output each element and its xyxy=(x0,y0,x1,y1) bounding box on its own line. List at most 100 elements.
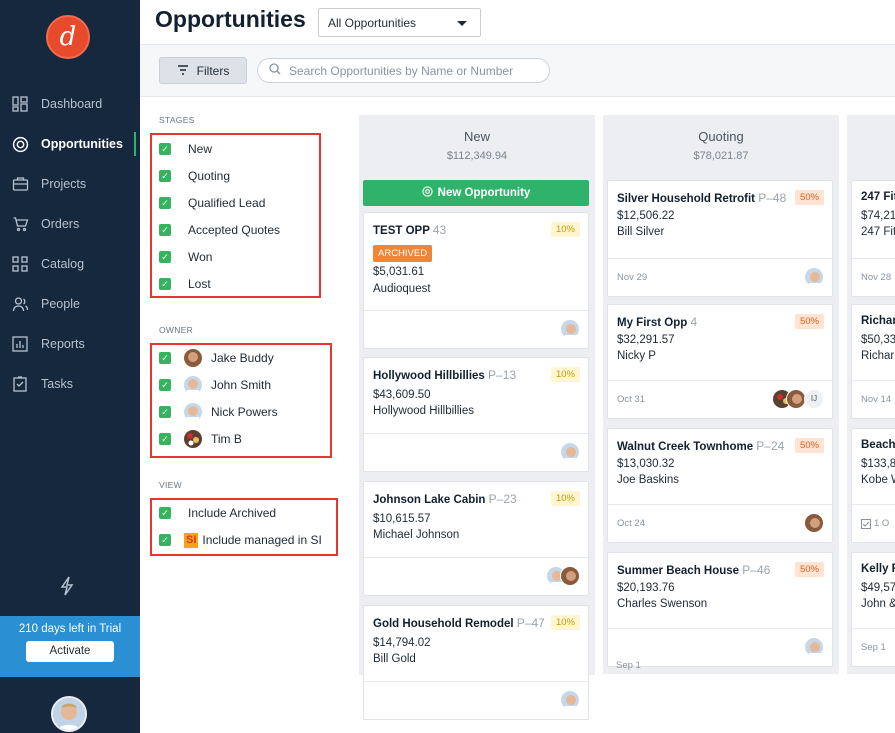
card-date-row: 1 O xyxy=(861,518,889,529)
opportunity-card[interactable]: 247 Fitn $74,217 247 Fitn Nov 28 xyxy=(851,180,895,297)
search-input[interactable]: Search Opportunities by Name or Number xyxy=(257,58,550,83)
column-total: $112,349.94 xyxy=(446,150,508,162)
sidebar-item-opportunities[interactable]: Opportunities xyxy=(0,124,140,164)
card-title: Gold Household Remodel xyxy=(373,618,514,630)
stage-filter-quoting[interactable]: ✓ Quoting xyxy=(159,166,230,186)
card-footer: Oct 24 xyxy=(608,504,832,542)
user-avatar[interactable] xyxy=(51,696,87,732)
opportunity-card[interactable]: Walnut Creek Townhome P–24 50% $13,030.3… xyxy=(607,428,833,543)
owner-filter-john-smith[interactable]: ✓ John Smith xyxy=(159,375,271,395)
opportunity-card[interactable]: Gold Household Remodel P–47 10% $14,794.… xyxy=(363,605,589,720)
app-logo[interactable]: d xyxy=(46,15,90,59)
checkbox-checked-icon[interactable]: ✓ xyxy=(159,251,171,263)
stage-filter-qualified-lead[interactable]: ✓ Qualified Lead xyxy=(159,193,265,213)
checkbox-checked-icon[interactable]: ✓ xyxy=(159,534,171,546)
stage-filter-lost[interactable]: ✓ Lost xyxy=(159,274,211,294)
opportunity-card[interactable]: Johnson Lake Cabin P–23 10% $10,615.57 M… xyxy=(363,481,589,596)
filters-button[interactable]: Filters xyxy=(159,57,247,84)
checkbox-checked-icon[interactable]: ✓ xyxy=(159,406,171,418)
new-opportunity-button[interactable]: New Opportunity xyxy=(363,180,589,206)
checkbox-checked-icon[interactable]: ✓ xyxy=(159,352,171,364)
checkbox-checked-icon[interactable]: ✓ xyxy=(159,170,171,182)
checkbox-checked-icon[interactable]: ✓ xyxy=(159,507,171,519)
card-footer xyxy=(364,310,588,348)
sidebar-item-projects[interactable]: Projects xyxy=(0,164,140,204)
card-number: P–23 xyxy=(488,492,517,506)
sidebar-item-catalog[interactable]: Catalog xyxy=(0,244,140,284)
sidebar-item-tasks[interactable]: Tasks xyxy=(0,364,140,404)
opportunity-card[interactable]: My First Opp 4 50% $32,291.57 Nicky P Oc… xyxy=(607,304,833,419)
card-client: Bill Silver xyxy=(617,226,665,238)
owner-filter-tim-b[interactable]: ✓ Tim B xyxy=(159,429,242,449)
stage-filter-won[interactable]: ✓ Won xyxy=(159,247,212,267)
avatar xyxy=(184,403,202,421)
probability-badge: 50% xyxy=(794,562,824,577)
probability-badge: 10% xyxy=(550,491,580,506)
sidebar-item-label: Projects xyxy=(41,177,87,191)
checkbox-checked-icon[interactable]: ✓ xyxy=(159,224,171,236)
card-amount: $74,217 xyxy=(861,210,895,222)
card-footer xyxy=(364,557,588,595)
view-select[interactable]: All Opportunities xyxy=(318,8,481,37)
target-icon xyxy=(422,186,433,200)
sidebar-item-label: Dashboard xyxy=(41,97,103,111)
cart-icon xyxy=(11,215,29,233)
card-amount: $43,609.50 xyxy=(373,389,431,401)
card-title: TEST OPP xyxy=(373,225,430,237)
checkbox-checked-icon[interactable]: ✓ xyxy=(159,379,171,391)
card-title: Hollywood Hillbillies xyxy=(373,370,485,382)
owner-label: John Smith xyxy=(211,378,272,392)
stage-filter-accepted-quotes[interactable]: ✓ Accepted Quotes xyxy=(159,220,280,240)
card-client: Michael Johnson xyxy=(373,529,460,541)
stages-label: STAGES xyxy=(159,115,195,125)
card-amount: $20,193.76 xyxy=(617,582,675,594)
checkbox-checked-icon[interactable]: ✓ xyxy=(159,143,171,155)
sidebar-item-orders[interactable]: Orders xyxy=(0,204,140,244)
owner-filter-nick-powers[interactable]: ✓ Nick Powers xyxy=(159,402,278,422)
people-icon xyxy=(11,295,29,313)
card-footer: Nov 28 xyxy=(852,258,895,296)
avatar xyxy=(786,389,806,409)
stage-filter-new[interactable]: ✓ New xyxy=(159,139,212,159)
activate-button[interactable]: Activate xyxy=(26,641,114,662)
probability-badge: 50% xyxy=(794,190,824,205)
sidebar-item-people[interactable]: People xyxy=(0,284,140,324)
lightning-icon[interactable] xyxy=(60,576,78,598)
avatar xyxy=(184,430,202,448)
card-amount: $10,615.57 xyxy=(373,513,431,525)
opportunity-card[interactable]: Richar $50,337 Richar Nov 14 xyxy=(851,304,895,419)
card-number: P–24 xyxy=(756,439,785,453)
opportunity-card[interactable]: Beach $133,86 Kobe W 1 O xyxy=(851,428,895,543)
card-amount: $50,337 xyxy=(861,334,895,346)
opportunity-card[interactable]: Silver Household Retrofit P–48 50% $12,5… xyxy=(607,180,833,297)
checkbox-checked-icon[interactable]: ✓ xyxy=(159,197,171,209)
opportunity-card[interactable]: TEST OPP 43 10% ARCHIVED $5,031.61 Audio… xyxy=(363,212,589,349)
checkbox-checked-icon[interactable]: ✓ xyxy=(159,433,171,445)
view-highlight xyxy=(150,498,338,556)
opportunity-card[interactable]: Hollywood Hillbillies P–13 10% $43,609.5… xyxy=(363,357,589,472)
card-amount: $5,031.61 xyxy=(373,266,425,278)
card-date: Nov 14 xyxy=(861,394,892,405)
view-filter-include-archived[interactable]: ✓ Include Archived xyxy=(159,503,276,523)
sidebar-item-dashboard[interactable]: Dashboard xyxy=(0,84,140,124)
owner-filter-jake-buddy[interactable]: ✓ Jake Buddy xyxy=(159,348,274,368)
checkbox-checked-icon[interactable]: ✓ xyxy=(159,278,171,290)
archived-badge: ARCHIVED xyxy=(373,245,433,262)
new-opportunity-label: New Opportunity xyxy=(437,187,531,199)
board-column-partial: 247 Fitn $74,217 247 Fitn Nov 28 Richar … xyxy=(847,115,895,674)
tasks-icon xyxy=(11,375,29,393)
card-number: 43 xyxy=(432,223,447,237)
page-title: Opportunities xyxy=(155,6,306,32)
opportunity-card[interactable]: Summer Beach House P–46 50% $20,193.76 C… xyxy=(607,552,833,667)
avatar xyxy=(184,349,202,367)
card-client: Nicky P xyxy=(617,350,656,362)
probability-badge: 10% xyxy=(550,222,580,237)
stage-label: Accepted Quotes xyxy=(188,223,281,237)
opportunity-card[interactable]: Kelly R $49,576 John & Sep 1 xyxy=(851,552,895,667)
stage-label: New xyxy=(188,142,213,156)
sidebar-item-reports[interactable]: Reports xyxy=(0,324,140,364)
avatar xyxy=(184,376,202,394)
card-amount: $14,794.02 xyxy=(373,637,431,649)
card-title: My First Opp xyxy=(617,317,688,329)
view-filter-include-managed-si[interactable]: ✓ SI Include managed in SI xyxy=(159,530,322,550)
